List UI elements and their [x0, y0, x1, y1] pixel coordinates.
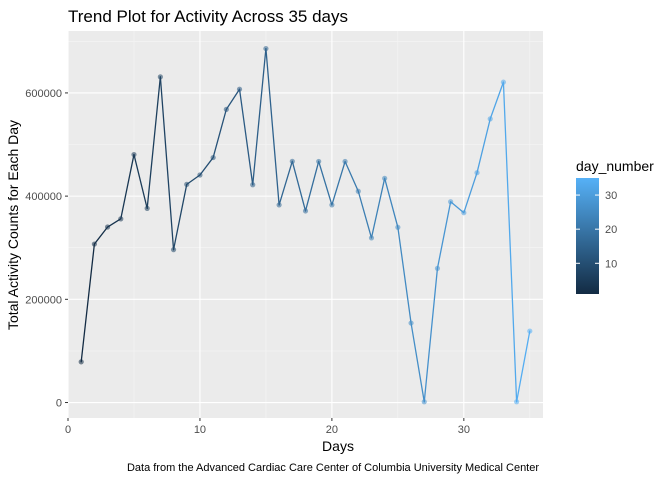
y-axis-ticks: 0 200000 400000 600000	[25, 88, 68, 410]
x-tick-label: 10	[194, 424, 206, 436]
x-tick-label: 30	[458, 424, 470, 436]
data-point	[250, 182, 255, 187]
data-point	[158, 74, 163, 79]
data-point	[105, 224, 110, 229]
data-point	[329, 202, 334, 207]
data-point	[277, 202, 282, 207]
data-point	[79, 359, 84, 364]
plot-panel	[68, 31, 543, 418]
y-tick-label: 600000	[25, 88, 62, 100]
data-point	[237, 87, 242, 92]
data-point	[527, 328, 532, 333]
data-point	[342, 159, 347, 164]
legend-tick-label: 20	[605, 224, 617, 236]
data-point	[211, 155, 216, 160]
x-axis-ticks: 0 10 20 30	[65, 418, 470, 436]
data-point	[395, 225, 400, 230]
data-point	[501, 80, 506, 85]
data-point	[92, 241, 97, 246]
legend-title: day_number	[576, 158, 654, 174]
data-point	[184, 182, 189, 187]
data-point	[369, 235, 374, 240]
data-point	[290, 159, 295, 164]
data-point	[356, 189, 361, 194]
y-tick-label: 400000	[25, 191, 62, 203]
data-point	[408, 320, 413, 325]
data-point	[171, 247, 176, 252]
legend-tick-label: 10	[605, 258, 617, 270]
y-tick-label: 200000	[25, 294, 62, 306]
data-point	[514, 399, 519, 404]
x-axis-title: Days	[322, 438, 354, 454]
x-tick-label: 0	[65, 424, 71, 436]
data-point	[145, 206, 150, 211]
data-point	[422, 399, 427, 404]
chart-caption: Data from the Advanced Cardiac Care Cent…	[127, 462, 539, 474]
data-point	[303, 208, 308, 213]
data-point	[316, 159, 321, 164]
data-point	[461, 210, 466, 215]
data-point	[448, 199, 453, 204]
color-legend: day_number 10 20 30	[576, 158, 654, 294]
chart-title: Trend Plot for Activity Across 35 days	[68, 7, 348, 26]
data-point	[488, 116, 493, 121]
y-tick-label: 0	[56, 398, 62, 410]
data-point	[197, 172, 202, 177]
data-point	[118, 216, 123, 221]
legend-tick-label: 30	[605, 190, 617, 202]
x-tick-label: 20	[326, 424, 338, 436]
data-point	[382, 176, 387, 181]
data-point	[474, 170, 479, 175]
data-point	[224, 107, 229, 112]
data-point	[435, 266, 440, 271]
y-axis-title: Total Activity Counts for Each Day	[5, 120, 21, 330]
data-point	[263, 46, 268, 51]
data-point	[131, 152, 136, 157]
